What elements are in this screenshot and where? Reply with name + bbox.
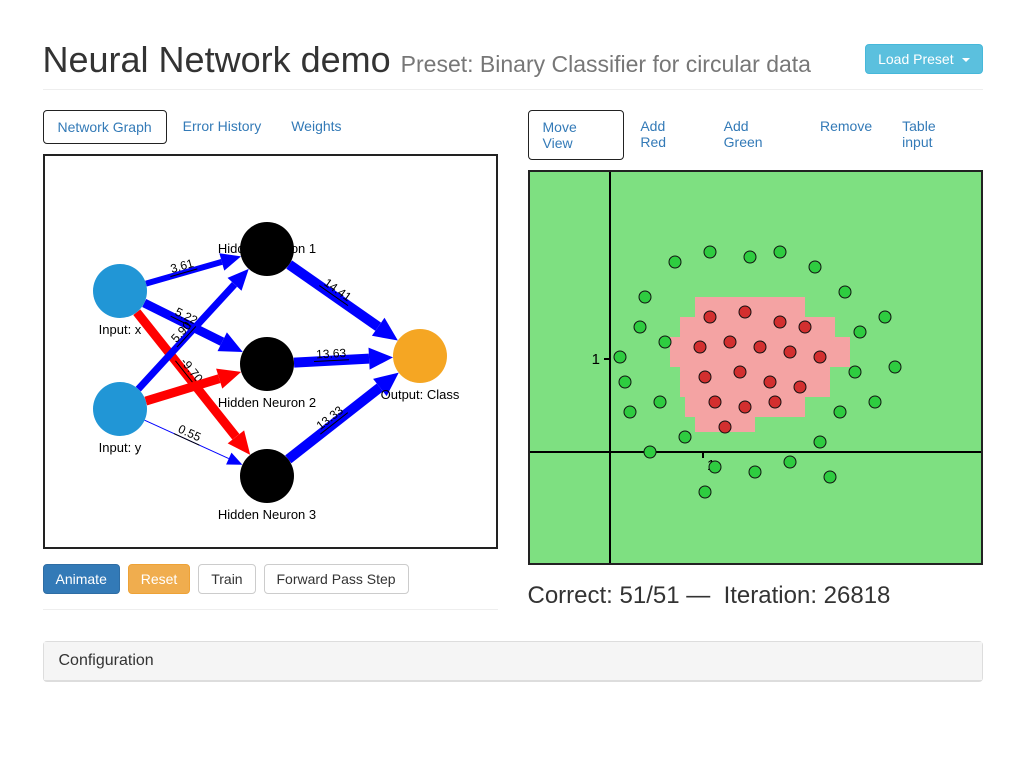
classification-svg: 11	[530, 172, 981, 563]
title-text: Neural Network demo	[43, 39, 391, 80]
node-y[interactable]	[93, 382, 147, 436]
data-point[interactable]	[784, 346, 796, 358]
data-point[interactable]	[724, 336, 736, 348]
data-point[interactable]	[839, 286, 851, 298]
tab-move-view[interactable]: Move View	[528, 110, 625, 160]
data-point[interactable]	[619, 376, 631, 388]
tab-add-red[interactable]: Add Red	[626, 110, 707, 158]
data-point[interactable]	[744, 251, 756, 263]
data-point[interactable]	[639, 291, 651, 303]
data-point[interactable]	[659, 336, 671, 348]
node-label: Hidden Neuron 1	[217, 241, 315, 256]
right-tabs: Move ViewAdd RedAdd GreenRemoveTable inp…	[528, 110, 983, 160]
left-tabs: Network GraphError HistoryWeights	[43, 110, 498, 144]
data-point[interactable]	[699, 371, 711, 383]
node-label: Input: y	[98, 440, 141, 455]
data-point[interactable]	[749, 466, 761, 478]
configuration-panel: Configuration	[43, 641, 983, 682]
control-button-row: Animate Reset Train Forward Pass Step	[43, 564, 498, 610]
data-point[interactable]	[869, 396, 881, 408]
data-point[interactable]	[879, 311, 891, 323]
data-point[interactable]	[794, 381, 806, 393]
data-point[interactable]	[849, 366, 861, 378]
data-point[interactable]	[814, 351, 826, 363]
data-point[interactable]	[704, 311, 716, 323]
data-point[interactable]	[654, 396, 666, 408]
data-point[interactable]	[709, 396, 721, 408]
data-point[interactable]	[764, 376, 776, 388]
tab-error-history[interactable]: Error History	[169, 110, 276, 142]
data-point[interactable]	[694, 341, 706, 353]
status-text: Correct: 51/51 — Iteration: 26818	[528, 580, 983, 611]
tab-weights[interactable]: Weights	[277, 110, 355, 142]
load-preset-button[interactable]: Load Preset	[865, 44, 982, 74]
data-point[interactable]	[634, 321, 646, 333]
forward-pass-button[interactable]: Forward Pass Step	[264, 564, 409, 594]
data-point[interactable]	[739, 401, 751, 413]
data-point[interactable]	[699, 486, 711, 498]
node-label: Hidden Neuron 2	[217, 395, 315, 410]
data-point[interactable]	[644, 446, 656, 458]
reset-button[interactable]: Reset	[128, 564, 191, 594]
data-point[interactable]	[734, 366, 746, 378]
data-point[interactable]	[754, 341, 766, 353]
data-point[interactable]	[669, 256, 681, 268]
node-label: Input: x	[98, 322, 141, 337]
arrowhead	[216, 368, 241, 388]
subtitle: Preset: Binary Classifier for circular d…	[401, 51, 811, 77]
data-point[interactable]	[624, 406, 636, 418]
page-header: Neural Network demo Preset: Binary Class…	[43, 0, 983, 90]
data-point[interactable]	[889, 361, 901, 373]
data-point[interactable]	[834, 406, 846, 418]
node-out[interactable]	[393, 329, 447, 383]
node-label: Hidden Neuron 3	[217, 507, 315, 522]
edge-weight-label: 13.63	[315, 345, 346, 361]
tab-network-graph[interactable]: Network Graph	[43, 110, 167, 144]
configuration-header: Configuration	[44, 642, 982, 681]
data-point[interactable]	[854, 326, 866, 338]
data-point[interactable]	[719, 421, 731, 433]
data-point[interactable]	[679, 431, 691, 443]
data-point[interactable]	[614, 351, 626, 363]
data-point[interactable]	[739, 306, 751, 318]
node-x[interactable]	[93, 264, 147, 318]
data-point[interactable]	[814, 436, 826, 448]
train-button[interactable]: Train	[198, 564, 255, 594]
tab-add-green[interactable]: Add Green	[710, 110, 804, 158]
node-h2[interactable]	[240, 337, 294, 391]
animate-button[interactable]: Animate	[43, 564, 120, 594]
data-point[interactable]	[799, 321, 811, 333]
right-column: Move ViewAdd RedAdd GreenRemoveTable inp…	[528, 110, 983, 611]
y-tick-label: 1	[591, 351, 599, 368]
caret-down-icon	[962, 58, 970, 62]
page-title: Neural Network demo Preset: Binary Class…	[43, 40, 983, 80]
node-h3[interactable]	[240, 449, 294, 503]
tab-table-input[interactable]: Table input	[888, 110, 982, 158]
classification-panel[interactable]: 11	[528, 170, 983, 565]
data-point[interactable]	[824, 471, 836, 483]
arrowhead	[368, 347, 393, 369]
data-point[interactable]	[774, 246, 786, 258]
left-column: Network GraphError HistoryWeights 3.615.…	[43, 110, 498, 611]
node-label: Output: Class	[380, 387, 459, 402]
data-point[interactable]	[709, 461, 721, 473]
tab-remove[interactable]: Remove	[806, 110, 886, 142]
data-point[interactable]	[774, 316, 786, 328]
data-point[interactable]	[704, 246, 716, 258]
data-point[interactable]	[784, 456, 796, 468]
data-point[interactable]	[809, 261, 821, 273]
data-point[interactable]	[769, 396, 781, 408]
region-rect	[680, 317, 835, 337]
network-graph-panel: 3.615.22-9.705.900.5514.4113.6313.33Inpu…	[43, 154, 498, 549]
network-graph-svg: 3.615.22-9.705.900.5514.4113.6313.33Inpu…	[45, 156, 496, 547]
